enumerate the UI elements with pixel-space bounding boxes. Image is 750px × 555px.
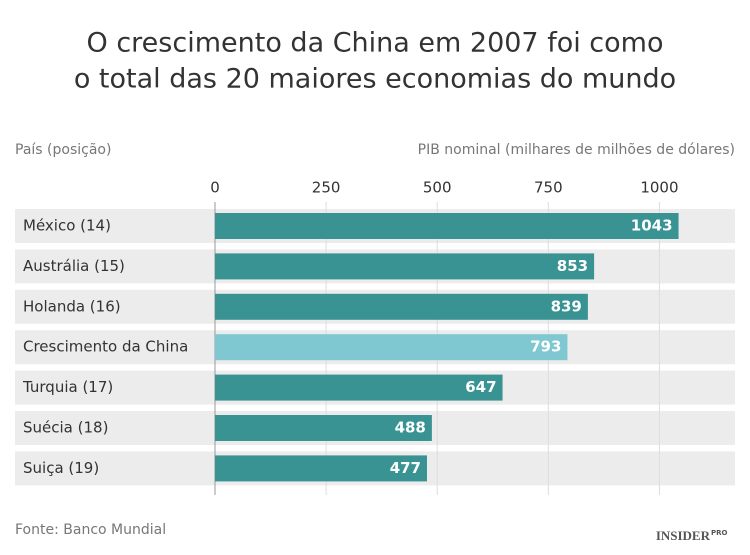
bar xyxy=(215,213,679,239)
x-tick-label: 500 xyxy=(423,179,452,197)
value-header: PIB nominal (milhares de milhões de dóla… xyxy=(418,142,735,158)
category-label: Suiça (19) xyxy=(23,459,99,477)
chart-title: o total das 20 maiores economias do mund… xyxy=(74,64,676,95)
bar xyxy=(215,455,427,482)
category-label: Turquia (17) xyxy=(22,378,113,396)
category-header: País (posição) xyxy=(15,142,111,158)
x-tick-label: 750 xyxy=(534,179,563,197)
x-tick-label: 1000 xyxy=(640,179,678,197)
brand-suffix: PRO xyxy=(711,529,728,537)
category-label: México (14) xyxy=(23,217,111,235)
chart-title: O crescimento da China em 2007 foi como xyxy=(87,28,664,59)
bar xyxy=(215,415,432,441)
source: Fonte: Banco Mundial xyxy=(15,522,166,538)
value-label: 488 xyxy=(395,419,426,437)
brand: INSIDER xyxy=(656,528,711,543)
value-label: 1043 xyxy=(631,217,673,235)
value-label: 477 xyxy=(390,459,421,477)
value-label: 853 xyxy=(557,257,588,275)
category-label: Holanda (16) xyxy=(23,297,121,315)
x-tick-label: 0 xyxy=(210,179,220,197)
bar xyxy=(215,334,568,361)
x-tick-label: 250 xyxy=(312,179,341,197)
bar xyxy=(215,253,595,280)
category-label: Crescimento da China xyxy=(23,338,188,356)
bar xyxy=(215,374,503,401)
bar xyxy=(215,293,588,320)
value-label: 647 xyxy=(465,378,496,396)
category-label: Austrália (15) xyxy=(23,257,125,275)
category-label: Suécia (18) xyxy=(23,419,108,437)
value-label: 839 xyxy=(551,297,582,315)
value-label: 793 xyxy=(530,338,561,356)
